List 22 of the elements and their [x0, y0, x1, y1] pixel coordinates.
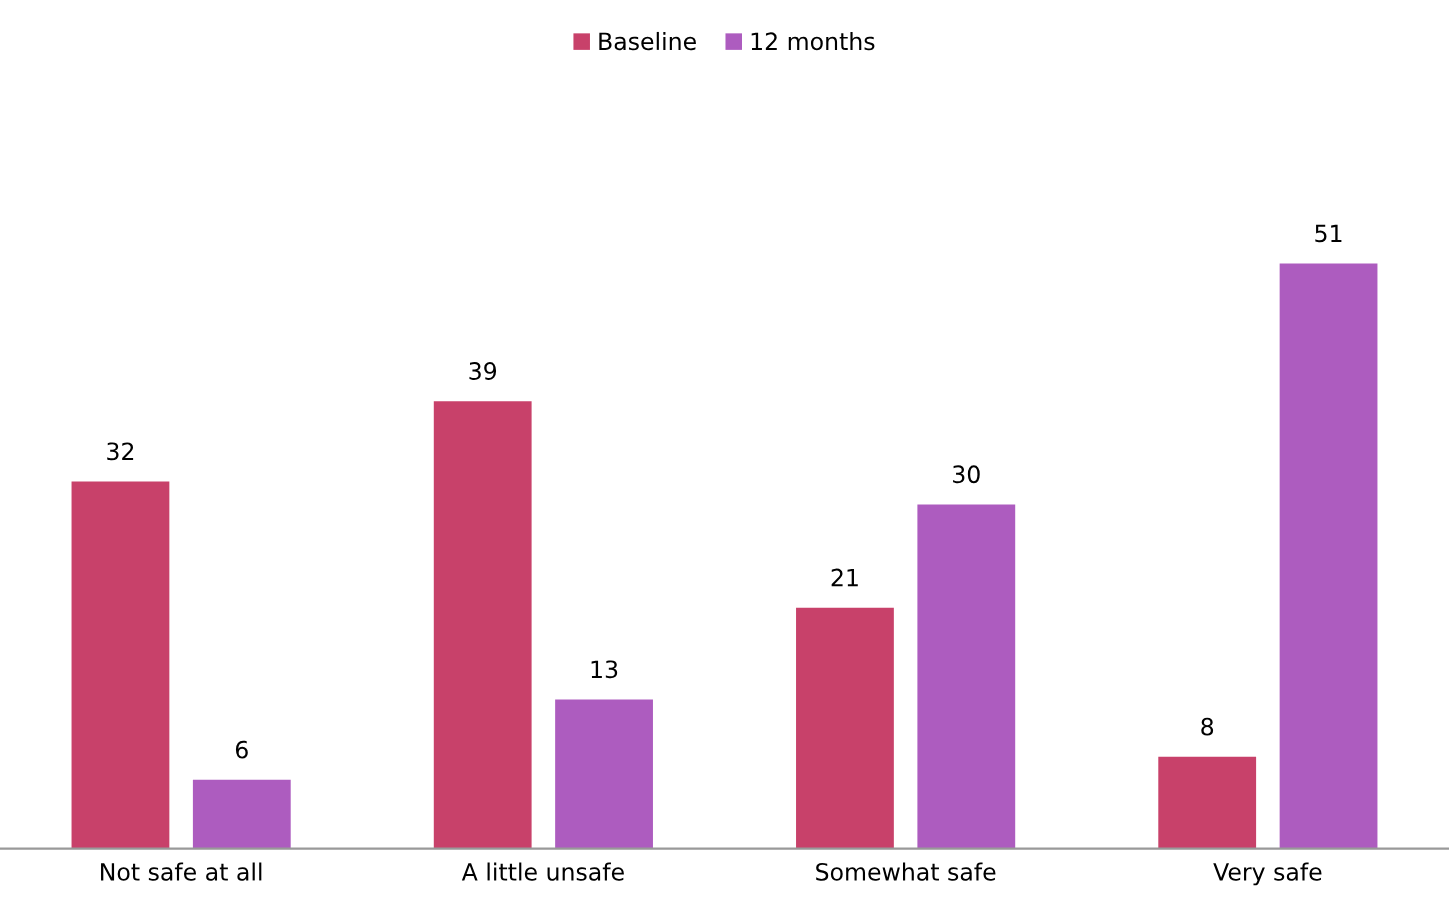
data-label: 8	[1201, 717, 1214, 736]
bar	[1158, 756, 1257, 849]
x-tick-label: Somewhat safe	[816, 862, 996, 881]
data-label: 21	[831, 568, 858, 587]
bar	[917, 504, 1016, 849]
bar	[433, 401, 532, 849]
x-tick-label: Very safe	[1213, 862, 1322, 886]
bar	[192, 779, 291, 849]
data-label: 51	[1315, 224, 1342, 243]
x-tick-label: Not safe at all	[101, 862, 262, 881]
bar	[796, 607, 894, 849]
legend-label: 12 months	[751, 31, 875, 51]
legend-label: Baseline	[599, 31, 696, 51]
bar	[71, 481, 170, 849]
data-label: 6	[235, 740, 248, 759]
bar	[555, 699, 653, 849]
data-label: 39	[469, 362, 497, 380]
bar	[1279, 263, 1378, 849]
data-label: 32	[107, 442, 134, 461]
data-label: 13	[591, 660, 618, 679]
x-tick-label: A little unsafe	[461, 862, 624, 881]
data-label: 30	[953, 465, 980, 484]
